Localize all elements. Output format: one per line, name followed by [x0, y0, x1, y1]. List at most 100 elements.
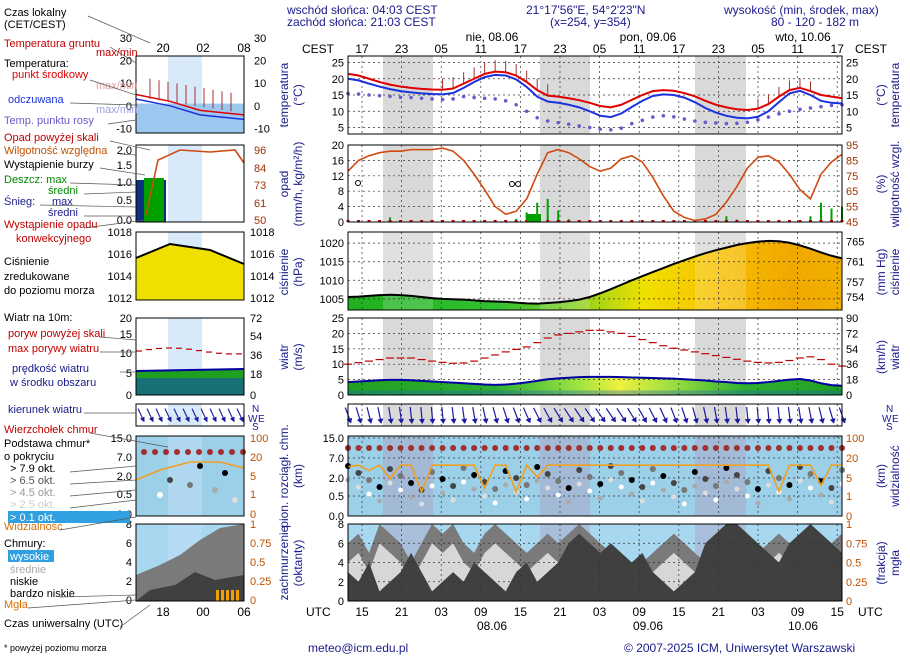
cloud-base-dot: [628, 477, 635, 483]
wind-arrow-head: [525, 417, 532, 424]
legend-cloud-top-dot: [185, 449, 191, 455]
wind-arrow-head: [723, 418, 730, 424]
cloud-base-dot-low: [471, 486, 477, 492]
wind-arrow: [637, 407, 647, 423]
top-hour-label: 11: [791, 42, 804, 56]
legend-panel-frame: [135, 55, 245, 134]
legend-tick: 15: [120, 329, 132, 341]
legend-cloud-base-dot: [232, 497, 238, 503]
ylabel-right-unit: (frakcja): [874, 541, 888, 584]
legend-wind-arrow: [218, 408, 226, 423]
ylabel-left-unit: (°C): [291, 84, 305, 105]
dewpoint-dot: [756, 117, 760, 122]
pressure-line: [347, 239, 843, 305]
dewpoint-dot: [693, 119, 697, 123]
cloud-base-dot: [660, 473, 667, 479]
top-hour-label: 17: [672, 42, 686, 56]
cloud-base-dot: [523, 482, 530, 488]
cloud-base-dot-low: [440, 490, 446, 496]
precip-tick: 0: [338, 217, 344, 229]
cloud-base-dot: [376, 484, 383, 490]
conv-marker: [388, 220, 392, 222]
legend-tick-r: 84: [254, 163, 266, 175]
wind-arrow: [450, 406, 457, 424]
cloud-top-dot: [355, 445, 362, 451]
legend-tick-r: 61: [254, 198, 266, 210]
legend-label: średni: [48, 207, 78, 219]
cloud-top-dot: [439, 445, 446, 451]
wind-arrow-head: [418, 418, 425, 424]
cloud-tick: 15.0: [323, 433, 344, 445]
wind-arrow-head: [808, 418, 815, 424]
cloud-top-dot: [702, 445, 709, 451]
cloud-tick: 2.0: [329, 473, 344, 485]
legend-wind-low: [136, 378, 244, 395]
contact-email[interactable]: meteo@icm.edu.pl: [308, 641, 409, 655]
legend-label: Wilgotność względna: [4, 145, 108, 157]
legend-tick: 6: [126, 538, 132, 550]
dewpoint-dot: [714, 121, 718, 125]
wind-arrow: [471, 407, 478, 424]
legend-label: max: [52, 196, 73, 208]
legend-label: konwekcyjnego: [16, 233, 91, 245]
cloud-base-dot-low: [797, 478, 803, 484]
precip-tick: 16: [332, 155, 344, 167]
cloud-top-dot: [765, 445, 772, 451]
legend-leader-line: [107, 119, 137, 125]
legend-label: prędkość wiatru: [12, 363, 89, 375]
legend-tick: 1016: [108, 249, 132, 261]
cloud-tick: 0.0: [329, 511, 344, 523]
legend-label: odczuwana: [8, 94, 65, 106]
dewpoint-dot: [398, 95, 403, 100]
legend-bottom-tick: 18: [156, 605, 170, 619]
wind-kmh-tick: 54: [846, 344, 858, 356]
legend-tick-r: 5: [250, 471, 256, 483]
legend-arrow-head: [140, 416, 145, 423]
compass-e: E: [892, 414, 899, 425]
legend-arrow-head: [203, 416, 208, 423]
conv-marker: [598, 220, 602, 222]
dewpoint-dot: [682, 117, 687, 121]
wind-arrow: [808, 407, 815, 424]
cloud-cover-tick: 2: [338, 577, 344, 589]
cloud-base-dot-low: [534, 478, 540, 484]
wind-arrow-head: [662, 417, 668, 424]
wind-arrow: [429, 406, 436, 424]
legend-leader-line: [83, 219, 146, 229]
wind-arrow-head: [797, 418, 804, 424]
legend-leader-line: [69, 182, 137, 186]
cloud-base-dot: [387, 466, 394, 472]
wind-arrow-head: [776, 418, 783, 424]
rain-bar: [819, 202, 822, 222]
wind-arrow: [418, 406, 425, 424]
top-hour-label: 11: [633, 42, 646, 56]
legend-arrow-head: [230, 416, 235, 423]
storm-marker: [515, 181, 521, 187]
conv-marker: [357, 220, 361, 222]
wind-arrow: [543, 407, 553, 423]
cest-label-left: CEST: [302, 42, 335, 56]
legend-tick: -10: [116, 123, 132, 135]
cloud-base-dot-low: [576, 481, 582, 487]
wind-arrow: [377, 407, 384, 424]
dewpoint-dot: [808, 106, 813, 110]
legend-band: [168, 436, 202, 516]
legend-tick-r: 0: [254, 101, 260, 113]
cloud-base-dot-low: [681, 501, 687, 507]
cloud-base-dot: [408, 480, 415, 486]
legend-arrow-head: [221, 416, 226, 423]
precip-tick: 20: [332, 140, 344, 152]
wind-arrow-head: [819, 418, 825, 424]
dewpoint-dot: [735, 121, 739, 126]
cloud-top-dot: [618, 445, 625, 451]
conv-marker: [588, 220, 592, 222]
legend-tick: 1018: [108, 227, 132, 239]
rain-bar: [557, 210, 560, 222]
cloud-base-dot-low: [387, 480, 393, 486]
legend-wind-arrow: [236, 408, 244, 423]
legend-bottom-tick: 00: [196, 605, 210, 619]
bottom-day-label: 08.06: [477, 619, 507, 633]
wind-arrow: [387, 407, 394, 424]
legend-tick: 10: [120, 348, 132, 360]
